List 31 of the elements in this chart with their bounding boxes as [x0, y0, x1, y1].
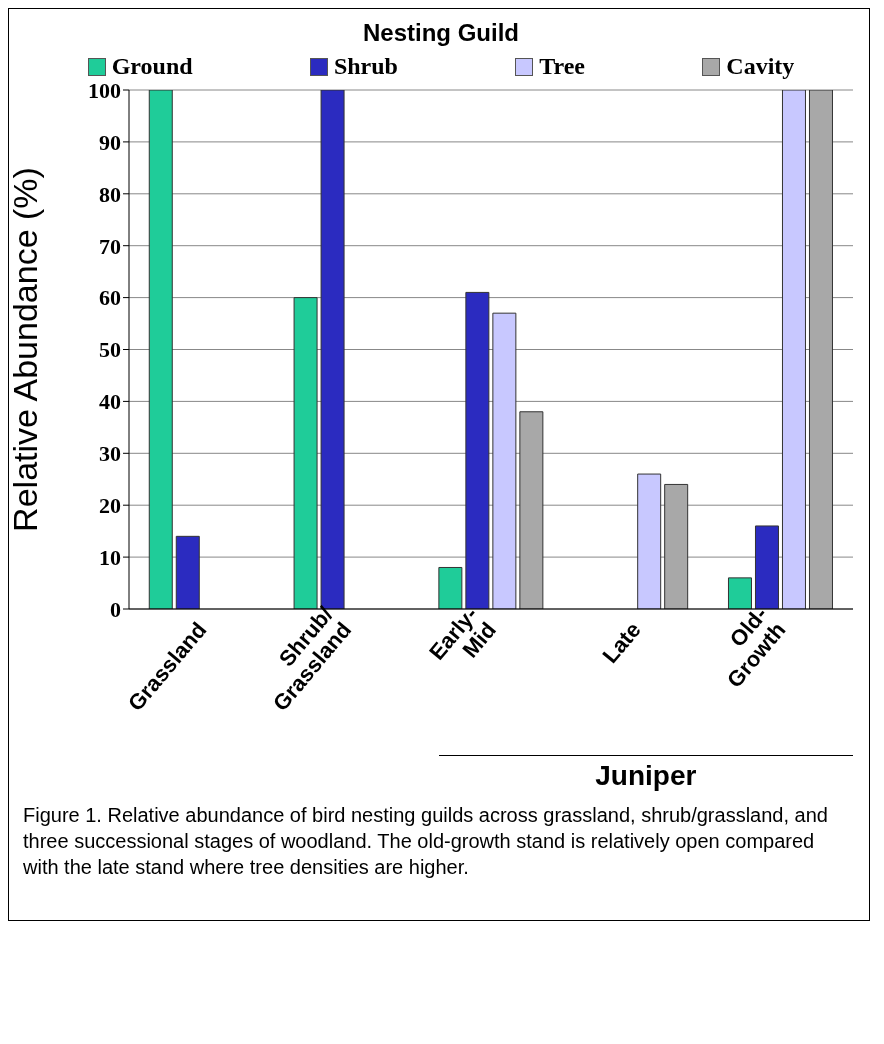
y-tick-label: 30	[99, 441, 121, 467]
bar	[808, 90, 833, 609]
bar	[492, 312, 517, 609]
y-tick-label: 90	[99, 129, 121, 155]
legend-label: Ground	[110, 53, 193, 80]
y-tick-label: 0	[110, 596, 121, 622]
y-tick-label: 60	[99, 285, 121, 311]
y-axis-title: Relative Abundance (%)	[6, 167, 45, 532]
bar	[465, 291, 490, 609]
y-tick-label: 70	[99, 233, 121, 259]
bar	[664, 483, 689, 609]
legend-label: Cavity	[725, 53, 795, 80]
bar	[781, 90, 806, 609]
y-tick-label: 40	[99, 389, 121, 415]
legend-title: Nesting Guild	[362, 19, 520, 47]
bar	[519, 411, 544, 609]
legend-label: Tree	[538, 53, 586, 80]
legend-label: Shrub	[332, 53, 398, 80]
bar	[175, 535, 200, 609]
y-tick-label: 80	[99, 181, 121, 207]
bar	[727, 577, 752, 609]
y-tick-label: 50	[99, 337, 121, 363]
text: Juniper	[438, 755, 853, 792]
y-tick-label: 100	[88, 77, 121, 103]
caption: Figure 1. Relative abundance of bird nesting guilds across grassland, shrub/grassland, and three successional stages of woodland. The old-growth stand is relatively open compared with the late stand where tree densities are higher.	[22, 803, 829, 880]
bar	[754, 525, 779, 609]
y-tick-label: 20	[99, 493, 121, 519]
bar	[148, 90, 173, 609]
bar	[438, 566, 463, 609]
bar	[637, 473, 662, 609]
y-tick-label: 10	[99, 544, 121, 570]
